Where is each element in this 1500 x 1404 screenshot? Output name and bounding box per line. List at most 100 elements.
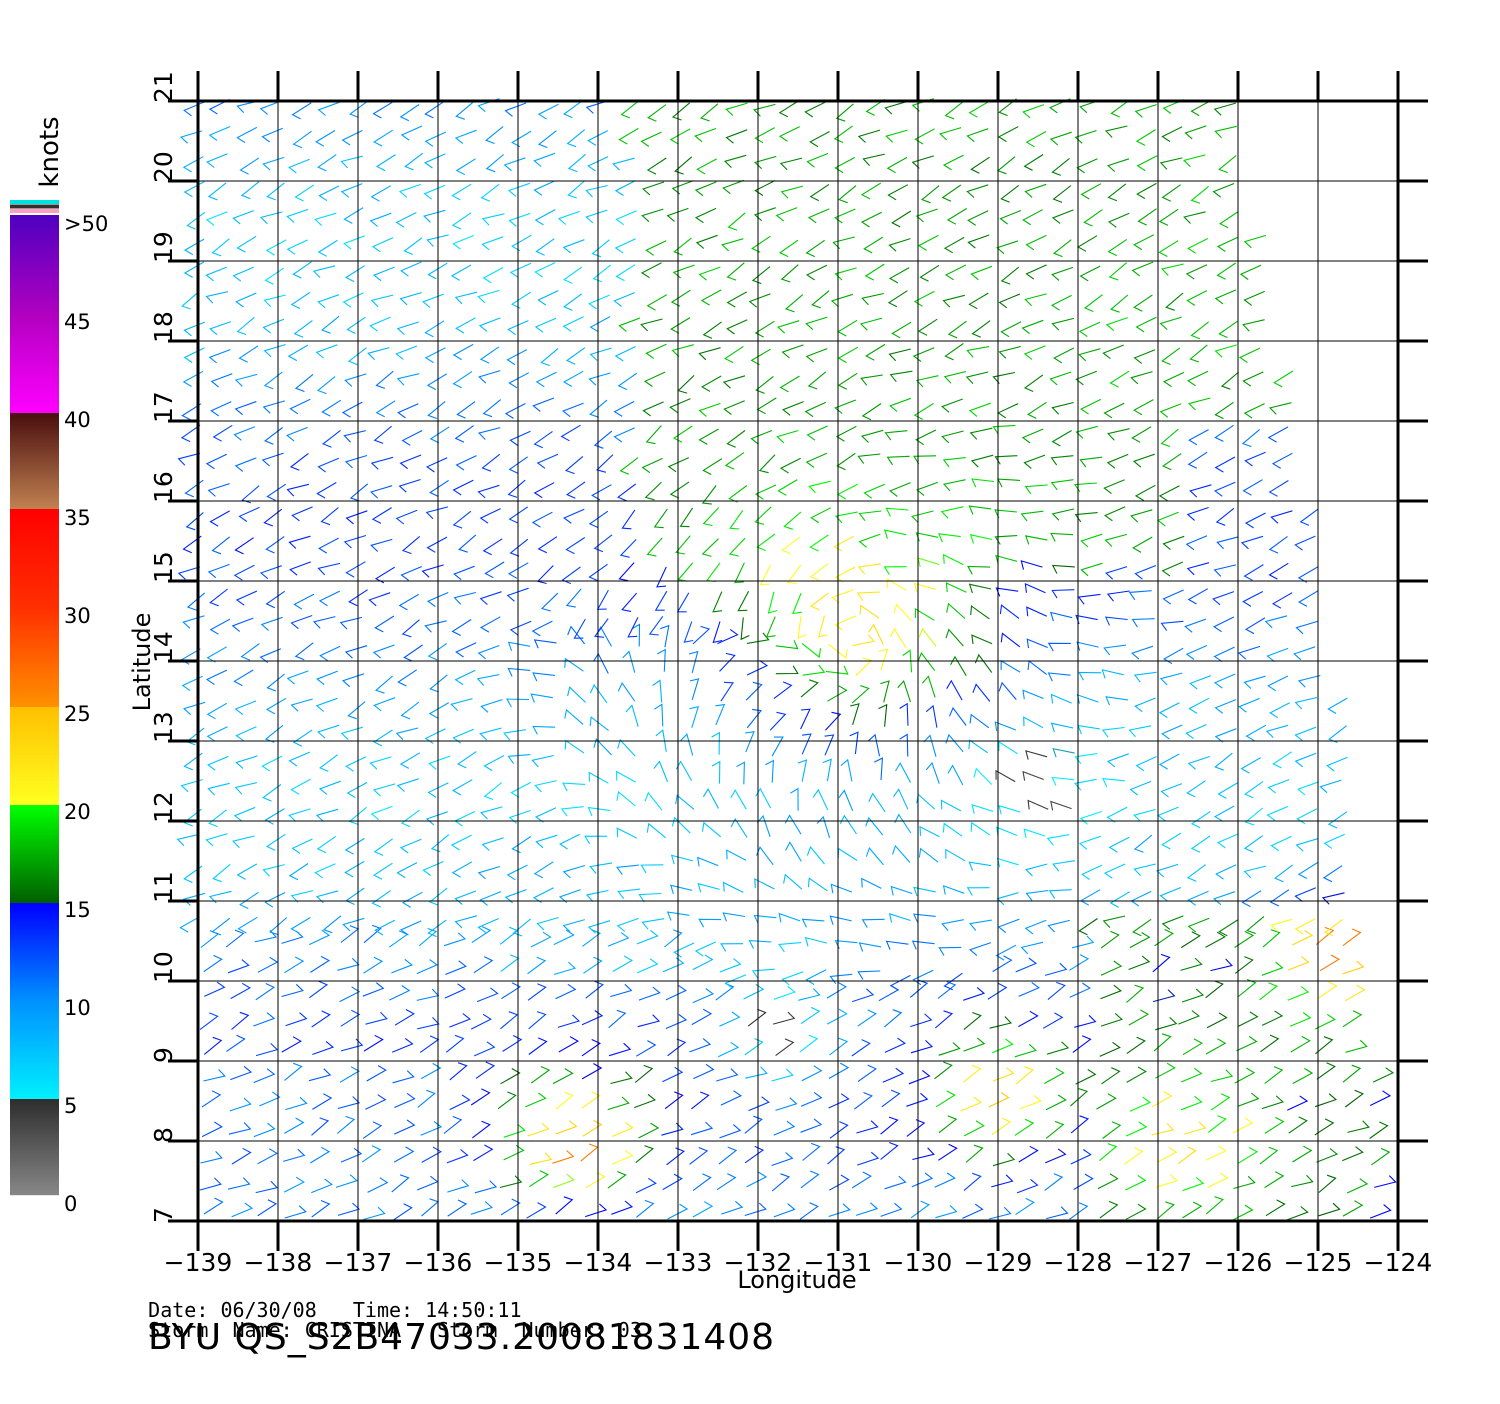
- wind-barb: [316, 670, 338, 686]
- colorbar-swatch: [10, 425, 59, 428]
- wind-barb: [430, 834, 450, 853]
- colorbar-swatch: [10, 641, 59, 644]
- wind-barb: [836, 452, 856, 471]
- wind-barb: [698, 402, 721, 417]
- colorbar-swatch: [10, 923, 59, 926]
- wind-barb: [655, 729, 667, 752]
- colorbar-swatch: [10, 245, 59, 248]
- colorbar-swatch: [10, 1133, 59, 1136]
- wind-barb: [1243, 675, 1266, 689]
- wind-barb: [856, 591, 880, 601]
- time-label: Time:: [352, 1298, 414, 1322]
- wind-barb: [293, 320, 313, 338]
- colorbar-swatch: [10, 265, 59, 268]
- wind-barb: [451, 861, 473, 878]
- wind-barb: [1161, 126, 1183, 142]
- colorbar-swatch: [10, 527, 59, 530]
- colorbar-swatch: [10, 1103, 59, 1106]
- wind-barb: [183, 321, 206, 337]
- wind-barb: [1083, 209, 1103, 227]
- wind-barb: [581, 1039, 601, 1057]
- wind-barb: [1210, 1069, 1234, 1083]
- wind-barb: [798, 988, 821, 1001]
- wind-barb: [340, 1038, 364, 1052]
- wind-barb: [921, 675, 936, 698]
- wind-barb: [917, 234, 939, 251]
- wind-barb: [851, 1171, 872, 1189]
- wind-barb: [369, 316, 391, 332]
- wind-barb: [287, 344, 309, 362]
- colorbar-swatch: [10, 699, 59, 702]
- wind-barb: [589, 862, 613, 874]
- wind-barb: [637, 1014, 661, 1028]
- wind-barb: [627, 616, 639, 638]
- wind-barb: [1025, 234, 1047, 251]
- wind-barb: [1155, 1062, 1176, 1079]
- wind-barb: [1070, 1088, 1089, 1107]
- wind-barb: [183, 701, 206, 716]
- wind-barb: [992, 424, 1016, 435]
- y-tick-label: 8: [149, 1127, 178, 1143]
- colorbar-swatch: [10, 759, 59, 762]
- wind-barb: [530, 693, 553, 703]
- wind-barb: [562, 239, 585, 254]
- colorbar-swatch: [10, 661, 59, 664]
- wind-barb: [560, 424, 581, 442]
- wind-barb: [670, 854, 694, 865]
- wind-barb: [919, 264, 940, 282]
- wind-barb: [582, 929, 602, 947]
- wind-barb: [652, 679, 663, 703]
- wind-barb: [645, 425, 662, 445]
- wind-barb: [445, 960, 467, 976]
- wind-barb: [1259, 982, 1278, 1001]
- wind-barb: [1156, 1146, 1178, 1163]
- wind-barb: [234, 457, 257, 472]
- colorbar-swatch: [10, 561, 59, 564]
- wind-barb: [581, 1091, 601, 1109]
- wind-barb: [943, 972, 963, 991]
- colorbar-swatch: [10, 577, 59, 580]
- wind-barb: [1022, 689, 1044, 700]
- wind-barb: [266, 483, 287, 501]
- wind-barb: [1014, 1118, 1035, 1136]
- colorbar-swatch: [10, 627, 59, 630]
- wind-barb: [1217, 782, 1238, 799]
- colorbar-swatch: [10, 231, 59, 234]
- wind-barb: [946, 208, 967, 225]
- wind-barb: [679, 507, 694, 528]
- wind-barb: [259, 100, 282, 115]
- wind-barb: [891, 844, 911, 863]
- wind-barb: [692, 625, 711, 645]
- wind-barb: [829, 1121, 849, 1139]
- colorbar-swatch: [10, 1097, 59, 1100]
- wind-barb: [372, 266, 395, 282]
- wind-barb: [830, 883, 853, 894]
- wind-barb: [1297, 674, 1321, 688]
- wind-barb: [1097, 1173, 1119, 1190]
- wind-barb: [592, 264, 612, 283]
- wind-barb: [311, 1010, 331, 1028]
- wind-barb: [1080, 183, 1102, 200]
- wind-barb: [1214, 424, 1234, 442]
- colorbar-swatch: [10, 1181, 59, 1184]
- wind-barb: [1188, 429, 1209, 446]
- colorbar-swatch: [10, 373, 59, 376]
- wind-barb: [750, 429, 773, 445]
- wind-barb: [477, 865, 501, 880]
- colorbar-swatch: [10, 1043, 59, 1046]
- wind-barb: [608, 1042, 632, 1057]
- colorbar-swatch: [10, 235, 59, 238]
- wind-barb: [399, 752, 421, 769]
- wind-barb: [485, 154, 504, 173]
- wind-barb: [1109, 370, 1130, 388]
- wind-barb: [725, 102, 748, 116]
- wind-barb: [205, 211, 228, 226]
- wind-barb: [701, 821, 722, 838]
- wind-barb: [317, 101, 340, 116]
- wind-barb: [234, 373, 258, 387]
- wind-barb: [507, 320, 529, 336]
- colorbar-swatch: [10, 229, 59, 232]
- wind-barb: [531, 754, 554, 768]
- wind-barb: [1126, 1036, 1146, 1055]
- wind-barb: [1165, 292, 1184, 311]
